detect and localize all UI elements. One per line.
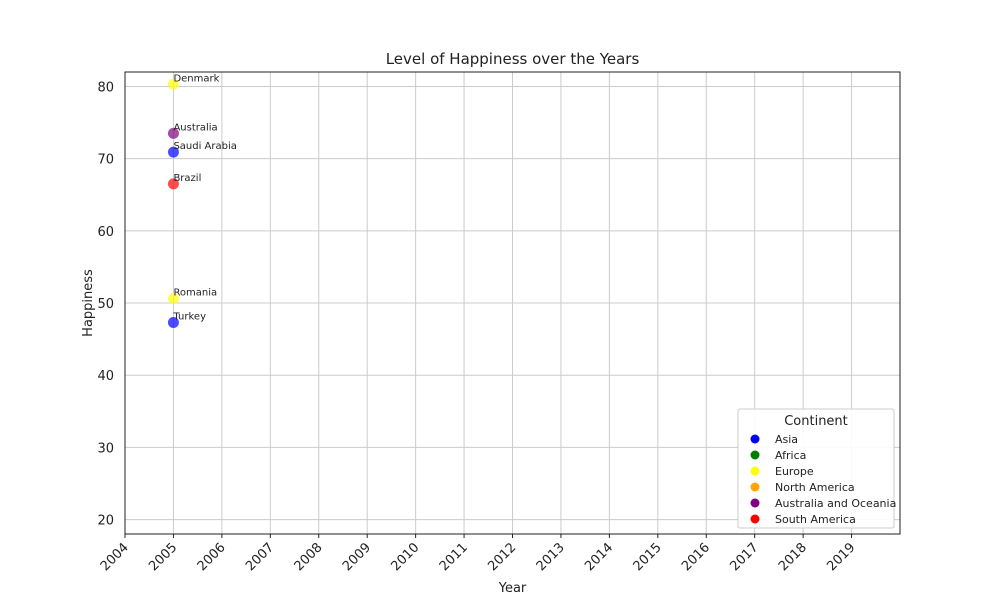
x-tick-label: 2007 xyxy=(243,540,277,574)
legend-label: Asia xyxy=(775,433,798,446)
x-tick-label: 2014 xyxy=(582,540,616,574)
legend-title: Continent xyxy=(784,414,848,429)
y-tick-label: 40 xyxy=(97,369,114,384)
x-tick-label: 2004 xyxy=(98,540,132,574)
data-point xyxy=(167,316,179,328)
data-point xyxy=(167,78,179,90)
data-point xyxy=(167,178,179,190)
y-tick-label: 20 xyxy=(97,514,114,529)
point-label: Saudi Arabia xyxy=(173,141,236,152)
x-axis-label: Year xyxy=(498,581,527,596)
x-tick-label: 2006 xyxy=(195,540,229,574)
point-label: Romania xyxy=(173,288,217,299)
legend-label: North America xyxy=(775,481,855,494)
legend-label: Australia and Oceania xyxy=(775,497,896,510)
x-tick-label: 2009 xyxy=(340,540,374,574)
legend-label: Africa xyxy=(775,449,806,462)
y-tick-label: 70 xyxy=(97,153,114,168)
legend: Continent Asia Africa Europe North America Au… xyxy=(737,408,896,529)
chart-title: Level of Happiness over the Years xyxy=(386,50,640,68)
y-tick-label: 80 xyxy=(97,80,114,95)
x-tick-label: 2011 xyxy=(437,540,471,574)
legend-box xyxy=(737,408,895,529)
data-point xyxy=(167,293,179,305)
legend-marker xyxy=(750,482,760,492)
x-tick-label: 2010 xyxy=(388,540,422,574)
legend-marker xyxy=(750,514,760,524)
y-tick-label: 30 xyxy=(97,441,114,456)
legend-label: South America xyxy=(775,513,856,526)
y-tick-label: 60 xyxy=(97,225,114,240)
data-point xyxy=(167,127,179,139)
x-tick-label: 2008 xyxy=(292,540,326,574)
point-label: Denmark xyxy=(173,73,219,84)
x-tick-label: 2015 xyxy=(631,540,665,574)
legend-marker xyxy=(750,466,760,476)
data-point xyxy=(167,146,179,158)
x-tick-label: 2013 xyxy=(534,540,568,574)
point-label: Turkey xyxy=(172,311,206,322)
data-points: Denmark Australia Saudi Arabia Brazil Romani… xyxy=(167,73,237,328)
x-axis-ticks: 2004 2005 2006 2007 2008 2009 2010 2011 2012 2013… xyxy=(98,534,858,574)
x-tick-label: 2018 xyxy=(776,540,810,574)
x-tick-label: 2012 xyxy=(485,540,519,574)
legend-label: Europe xyxy=(775,465,814,478)
x-tick-label: 2017 xyxy=(728,540,762,574)
legend-marker xyxy=(750,450,760,460)
x-tick-label: 2016 xyxy=(679,540,713,574)
y-axis-ticks: 20 30 40 50 60 70 80 xyxy=(97,80,114,528)
x-tick-label: 2005 xyxy=(146,540,180,574)
legend-marker xyxy=(750,498,760,508)
point-label: Brazil xyxy=(173,173,201,184)
y-axis-label: Happiness xyxy=(81,269,96,337)
legend-marker xyxy=(750,434,760,444)
x-tick-label: 2019 xyxy=(824,540,858,574)
y-tick-label: 50 xyxy=(97,297,114,312)
point-label: Australia xyxy=(173,122,217,133)
